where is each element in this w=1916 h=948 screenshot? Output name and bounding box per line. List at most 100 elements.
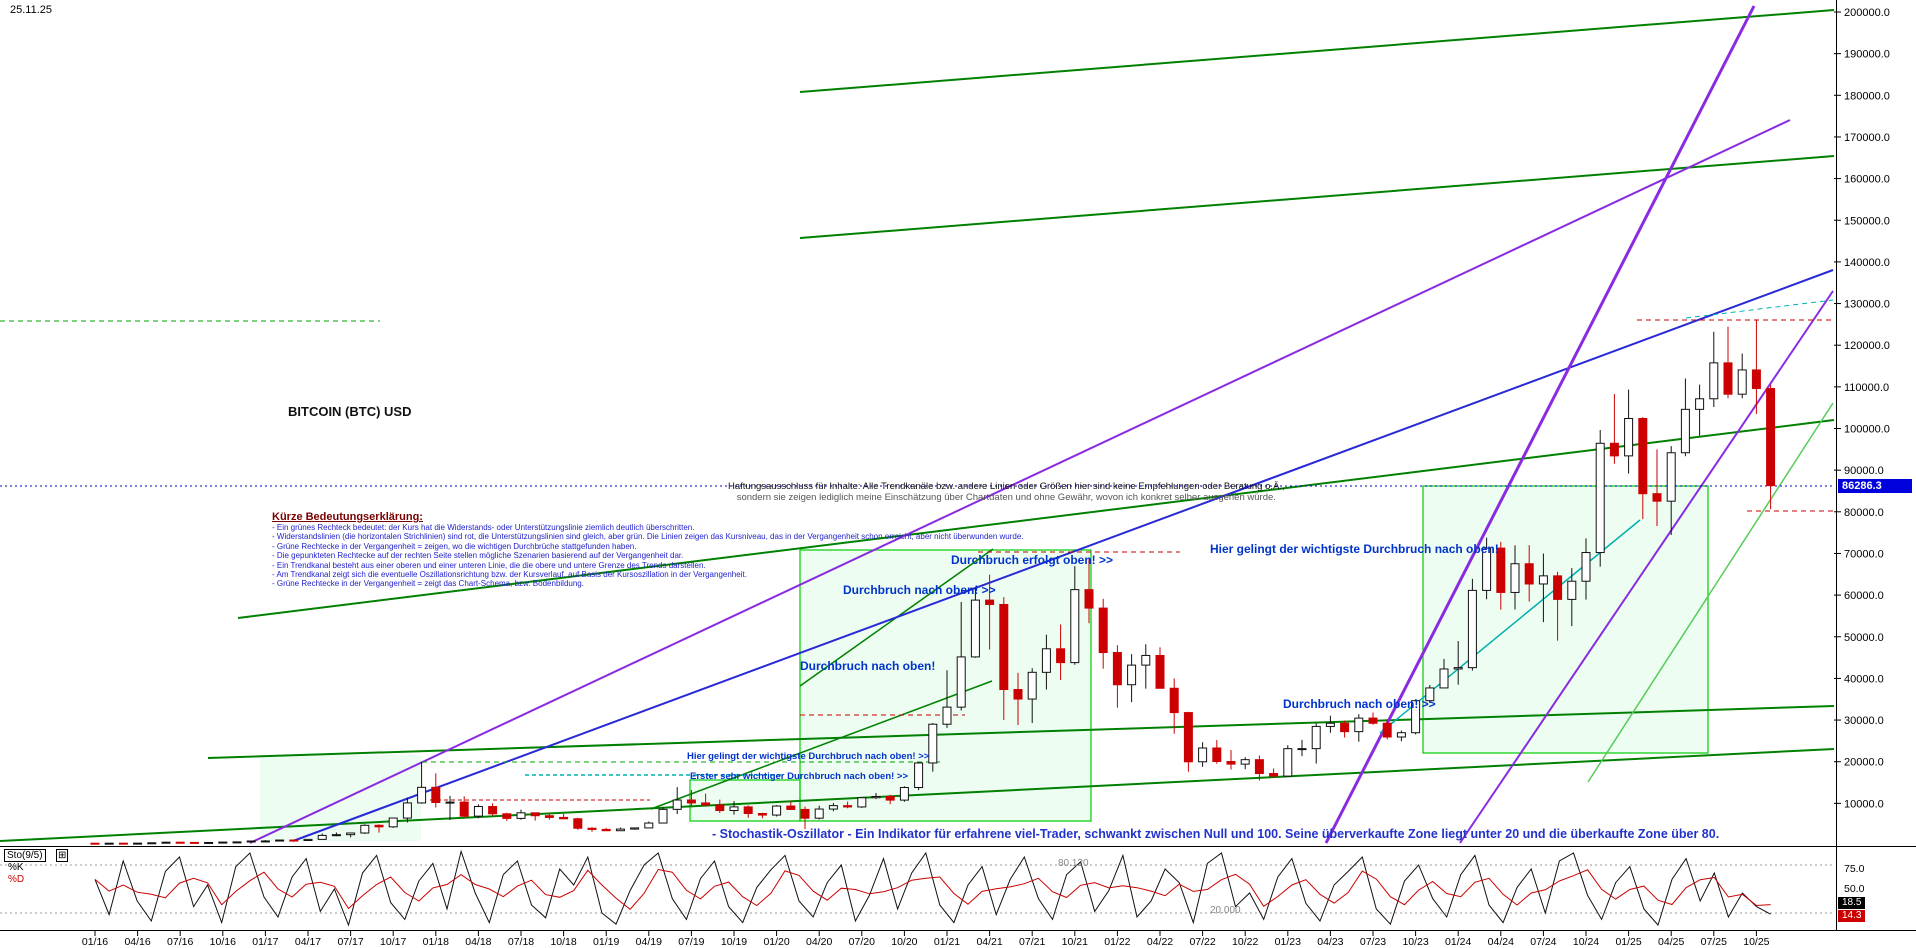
sto-scale-label-75: 75.0 [1844,863,1865,875]
y-axis-label: 130000.0 [1844,299,1890,311]
trend-line [650,680,993,810]
candle [942,706,952,725]
x-axis-label: 10/24 [1573,936,1599,948]
x-axis-label: 01/22 [1104,936,1130,948]
candle [1396,732,1406,738]
breakout-label: Hier gelingt der wichtigste Durchbruch n… [687,751,930,762]
breakout-label: Erster sehr wichtiger Durchbruch nach ob… [690,771,909,782]
candle [601,828,611,832]
candles [90,319,1776,845]
x-axis-label: 04/18 [465,936,491,948]
candle [317,834,327,840]
x-axis-label: 07/22 [1189,936,1215,948]
candle [374,824,384,828]
candle [260,840,270,843]
y-axis-label: 90000.0 [1844,465,1884,477]
candle [743,806,753,815]
candle [885,795,895,801]
x-axis-label: 01/18 [423,936,449,948]
candle [871,795,881,799]
y-axis-label: 180000.0 [1844,90,1890,102]
trend-line [1459,290,1834,844]
candle [899,787,909,801]
y-axis-label: 60000.0 [1844,590,1884,602]
candle [1098,607,1108,654]
candle [615,828,625,832]
legend-item: - Grüne Rechtecke in der Vergangenheit =… [272,541,637,551]
candle [1695,398,1705,410]
candle [928,723,938,764]
candle [1297,748,1307,751]
legend-item: - Grüne Rechtecke in der Vergangenheit =… [272,579,584,589]
x-axis: 01/16 04/16 07/16 10/16 01/17 04/17 07/17 10/17… [82,931,1770,948]
x-axis-label: 04/17 [295,936,321,948]
candle [1680,408,1690,454]
candle [104,842,114,845]
candle [573,818,583,829]
candle [1524,563,1534,585]
x-axis-label: 04/25 [1658,936,1684,948]
candle [360,824,370,834]
candle [1269,773,1279,777]
x-axis-label: 01/21 [934,936,960,948]
candle [417,786,427,804]
x-axis-label: 07/18 [508,936,534,948]
trend-line [1685,299,1834,319]
candle [516,812,526,819]
stochastic-note: - Stochastik-Oszillator - Ein Indikator … [712,827,1720,841]
breakout-label: Durchbruch erfolgt oben! >> [951,553,1114,567]
candle [985,599,995,605]
candle [1723,362,1733,395]
candle [1084,589,1094,609]
candle [1737,369,1747,395]
x-axis-label: 07/16 [167,936,193,948]
x-axis-label: 10/17 [380,936,406,948]
legend-title: Kürze Bedeutungserklärung: [272,511,423,523]
x-axis-label: 01/25 [1615,936,1641,948]
candle [1496,547,1506,593]
candle [530,812,540,817]
candle [1453,667,1463,670]
trend-line [1587,402,1834,783]
candle [275,839,285,842]
trend-line [1379,519,1641,734]
y-axis-label: 200000.0 [1844,7,1890,19]
trend-line [799,9,1835,93]
x-axis-label: 04/22 [1147,936,1173,948]
y-axis-label: 50000.0 [1844,632,1884,644]
candle [1340,722,1350,733]
y-axis-label: 150000.0 [1844,215,1890,227]
candle [1538,575,1548,585]
disclaimer-line1: Haftungsausschluss für Inhalte: Alle Tre… [728,481,1285,492]
candle [502,813,512,819]
candle [701,802,711,806]
candle [800,808,810,819]
x-axis-label: 10/16 [210,936,236,948]
legend-item: - Die gepunkteten Rechtecke auf der rech… [272,551,684,561]
sto-k-value-tag: 18.5 [1838,897,1866,909]
candle [828,805,838,810]
sto-scale-label-50: 50.0 [1844,883,1865,895]
candle [729,806,739,812]
breakout-label: Durchbruch nach oben! >> [843,583,996,597]
x-axis-label: 04/19 [636,936,662,948]
y-axis-label: 110000.0 [1844,382,1889,394]
candle [1283,748,1293,777]
legend-item: - Am Trendkanal zeigt sich die eventuell… [272,570,747,580]
indicator-settings-icon[interactable]: ⊞ [56,849,69,862]
candle [331,834,341,837]
y-axis-label: 190000.0 [1844,49,1890,61]
breakout-label: Durchbruch nach oben! >> [1283,697,1436,711]
y-axis-label: 20000.0 [1844,757,1884,769]
candle [1482,547,1492,591]
y-axis: 200000.0 190000.0 180000.0 170000.0 160000.0… [1834,7,1890,810]
candle [118,842,128,845]
indicator-label[interactable]: Sto(9/5) [4,849,46,862]
y-axis-label: 30000.0 [1844,715,1884,727]
candle [1112,652,1122,686]
x-axis-label: 10/23 [1402,936,1428,948]
y-axis-label: 170000.0 [1844,132,1890,144]
candle [1382,722,1392,738]
